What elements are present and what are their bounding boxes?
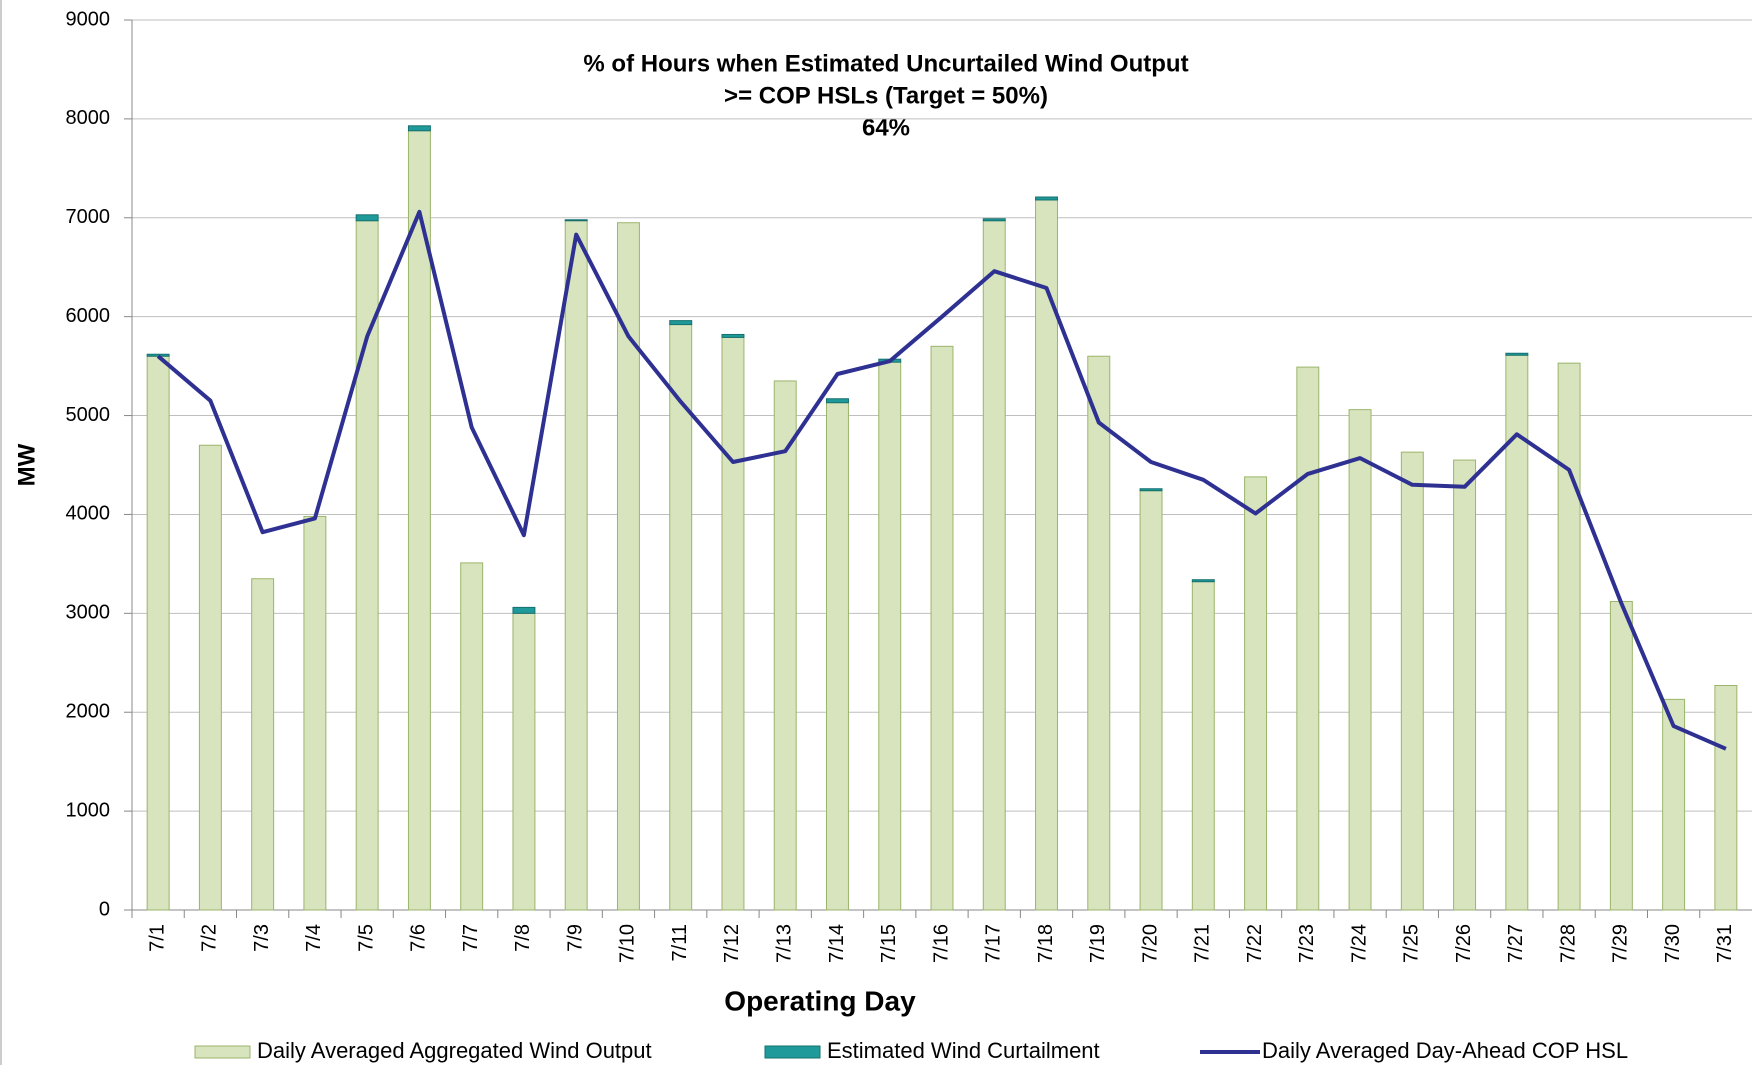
bar-segment [146, 353, 170, 357]
x-tick-label: 7/20 [1139, 924, 1161, 963]
bar-segment [198, 444, 222, 911]
bar-segment [1714, 685, 1738, 911]
bar-segment [1296, 366, 1320, 911]
bar-segment [1035, 196, 1058, 201]
y-tick-label: 1000 [66, 799, 111, 821]
x-tick-label: 7/3 [251, 924, 273, 952]
bar-segment [564, 220, 588, 911]
x-tick-label: 7/13 [774, 924, 796, 963]
x-tick-label: 7/19 [1087, 924, 1109, 963]
bar-segment [303, 515, 327, 911]
bar-segment [982, 220, 1006, 911]
x-tick-label: 7/29 [1610, 924, 1632, 963]
y-tick-label: 7000 [66, 206, 111, 228]
y-tick-label: 2000 [66, 701, 111, 723]
x-tick-label: 7/11 [669, 924, 691, 961]
y-tick-label: 9000 [66, 8, 111, 30]
bar-segment [1609, 600, 1633, 911]
y-tick-label: 5000 [66, 404, 111, 426]
bar-segment [1139, 490, 1163, 911]
bar-segment [407, 125, 431, 132]
bar-segment [826, 402, 849, 911]
bar-segment [1139, 488, 1163, 492]
x-tick-label: 7/25 [1401, 924, 1423, 963]
y-tick-label: 4000 [66, 503, 111, 525]
x-tick-label: 7/2 [199, 924, 221, 952]
line-series [156, 209, 1727, 751]
x-tick-label: 7/22 [1244, 924, 1266, 963]
x-tick-label: 7/6 [408, 924, 430, 952]
x-tick-label: 7/5 [355, 924, 377, 952]
bar-segment [1557, 362, 1581, 911]
bar-segment [773, 380, 797, 911]
x-tick-label: 7/16 [930, 924, 952, 963]
x-tick-label: 7/14 [826, 924, 848, 963]
bar-segment [251, 578, 275, 911]
bar-segment [355, 220, 379, 911]
y-axis-label: MW [13, 443, 40, 486]
x-tick-label: 7/17 [983, 924, 1005, 963]
legend-label: Daily Averaged Aggregated Wind Output [257, 1038, 652, 1063]
x-tick-label: 7/4 [303, 924, 325, 952]
x-tick-label: 7/7 [460, 924, 482, 952]
bar-segment [512, 612, 536, 911]
bar-segment [878, 361, 902, 911]
bar-segment [721, 336, 745, 911]
annotation: >= COP HSLs (Target = 50%) [724, 82, 1048, 109]
y-tick-label: 0 [99, 898, 110, 920]
y-tick-label: 8000 [66, 107, 111, 129]
bar-segment [826, 398, 849, 404]
x-tick-label: 7/30 [1662, 924, 1684, 963]
legend-label: Estimated Wind Curtailment [827, 1038, 1100, 1063]
x-tick-label: 7/1 [146, 924, 168, 952]
bar-segment [669, 320, 693, 326]
bar-segment [355, 214, 379, 222]
x-tick-label: 7/10 [617, 924, 639, 963]
bar-segment [1087, 355, 1111, 911]
bar-segment [982, 218, 1006, 222]
legend-label: Daily Averaged Day-Ahead COP HSL [1262, 1038, 1628, 1063]
x-tick-label: 7/27 [1505, 924, 1527, 963]
x-tick-label: 7/8 [512, 924, 534, 952]
bar-segment [1662, 698, 1686, 911]
bar-segment [512, 606, 536, 614]
y-tick-label: 3000 [66, 602, 111, 624]
x-tick-label: 7/23 [1296, 924, 1318, 963]
bar-segment [1191, 581, 1215, 911]
x-tick-label: 7/28 [1557, 924, 1579, 963]
x-tick-label: 7/24 [1348, 924, 1370, 963]
bar-segment [146, 355, 170, 911]
bar-segment [1400, 451, 1424, 911]
bar-segment [721, 333, 745, 338]
x-tick-label: 7/26 [1453, 924, 1475, 963]
bar-segment [616, 222, 640, 911]
bar-segment [1191, 579, 1215, 583]
bar-segment [1244, 476, 1268, 911]
legend-swatch [764, 1045, 821, 1059]
annotation: % of Hours when Estimated Uncurtailed Wi… [583, 50, 1188, 77]
legend-swatch [194, 1045, 251, 1059]
x-axis-label: Operating Day [724, 985, 916, 1016]
x-tick-label: 7/31 [1714, 924, 1736, 963]
x-tick-label: 7/21 [1192, 924, 1214, 963]
x-tick-label: 7/18 [1035, 924, 1057, 963]
bar-segment [1453, 459, 1477, 911]
x-tick-label: 7/9 [564, 924, 586, 952]
bar-segment [460, 562, 484, 911]
x-tick-label: 7/12 [721, 924, 743, 963]
bar-segment [930, 345, 954, 911]
bar-segment [1505, 352, 1529, 356]
y-tick-label: 6000 [66, 305, 111, 327]
bar-segment [1348, 409, 1372, 911]
bar-segment [564, 219, 588, 222]
x-tick-label: 7/15 [878, 924, 900, 963]
